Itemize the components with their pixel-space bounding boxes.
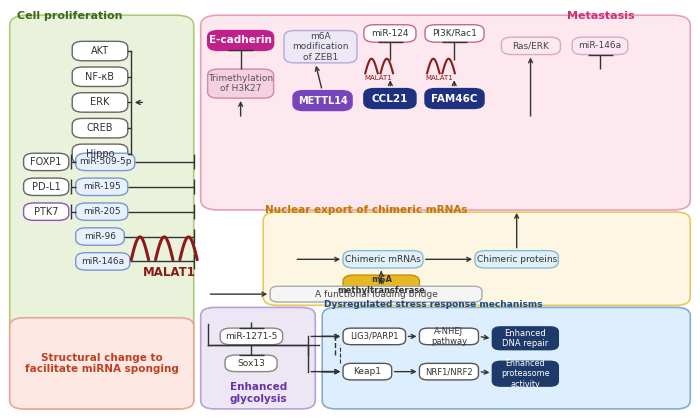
FancyBboxPatch shape xyxy=(322,307,690,409)
Text: NF-κB: NF-κB xyxy=(85,72,115,82)
Text: FAM46C: FAM46C xyxy=(431,94,478,103)
FancyBboxPatch shape xyxy=(284,31,357,63)
FancyBboxPatch shape xyxy=(72,67,128,87)
FancyBboxPatch shape xyxy=(425,25,484,42)
Text: MALAT1: MALAT1 xyxy=(364,75,392,81)
Text: METTL14: METTL14 xyxy=(298,96,347,105)
Text: miR-96: miR-96 xyxy=(84,232,116,241)
Text: Structural change to
facilitate miRNA sponging: Structural change to facilitate miRNA sp… xyxy=(25,352,178,374)
Text: miR-195: miR-195 xyxy=(83,182,120,191)
FancyBboxPatch shape xyxy=(201,15,690,210)
FancyBboxPatch shape xyxy=(572,37,628,55)
Text: m6A
methyltransferase: m6A methyltransferase xyxy=(337,276,425,295)
Text: Enhanced
proteasome
activity: Enhanced proteasome activity xyxy=(501,359,550,389)
Text: miR-146a: miR-146a xyxy=(578,42,622,50)
FancyBboxPatch shape xyxy=(364,25,416,42)
Text: Chimeric mRNAs: Chimeric mRNAs xyxy=(345,255,421,264)
FancyBboxPatch shape xyxy=(201,307,315,409)
FancyBboxPatch shape xyxy=(501,37,561,55)
Text: miR-509-5p: miR-509-5p xyxy=(79,158,132,166)
FancyBboxPatch shape xyxy=(72,144,128,163)
FancyBboxPatch shape xyxy=(419,328,479,345)
FancyBboxPatch shape xyxy=(72,118,128,138)
FancyBboxPatch shape xyxy=(208,31,274,50)
Text: MALAT1: MALAT1 xyxy=(143,266,196,279)
Text: m6A
modification
of ZEB1: m6A modification of ZEB1 xyxy=(292,32,349,62)
Text: MALAT1: MALAT1 xyxy=(426,75,454,81)
Text: Enhanced
glycolysis: Enhanced glycolysis xyxy=(230,382,287,404)
FancyBboxPatch shape xyxy=(343,363,392,380)
Text: Trimethylation
of H3K27: Trimethylation of H3K27 xyxy=(208,74,273,93)
FancyBboxPatch shape xyxy=(72,93,128,112)
FancyBboxPatch shape xyxy=(76,228,125,245)
FancyBboxPatch shape xyxy=(10,318,194,409)
FancyBboxPatch shape xyxy=(263,212,690,305)
FancyBboxPatch shape xyxy=(343,275,419,295)
FancyBboxPatch shape xyxy=(10,15,194,409)
FancyBboxPatch shape xyxy=(293,91,352,110)
FancyBboxPatch shape xyxy=(76,253,130,270)
FancyBboxPatch shape xyxy=(24,203,69,220)
Text: Dysregulated stress response mechanisms: Dysregulated stress response mechanisms xyxy=(323,299,542,309)
FancyBboxPatch shape xyxy=(364,89,416,108)
FancyBboxPatch shape xyxy=(76,203,128,220)
Text: AKT: AKT xyxy=(91,46,109,56)
Text: miR-205: miR-205 xyxy=(83,207,120,216)
Text: A functional loading bridge: A functional loading bridge xyxy=(314,290,438,299)
FancyBboxPatch shape xyxy=(220,328,283,345)
Text: PD-L1: PD-L1 xyxy=(32,182,61,192)
FancyBboxPatch shape xyxy=(475,251,559,268)
Text: Keap1: Keap1 xyxy=(354,367,382,376)
Text: Cell proliferation: Cell proliferation xyxy=(17,11,122,21)
FancyBboxPatch shape xyxy=(419,363,479,380)
FancyBboxPatch shape xyxy=(425,89,484,108)
Text: Enhanced
DNA repair: Enhanced DNA repair xyxy=(502,328,549,348)
FancyBboxPatch shape xyxy=(76,178,128,195)
Text: ERK: ERK xyxy=(90,97,110,108)
Text: LIG3/PARP1: LIG3/PARP1 xyxy=(350,332,398,341)
Text: Hippo: Hippo xyxy=(85,149,114,159)
Text: CREB: CREB xyxy=(87,123,113,133)
Text: NRF1/NRF2: NRF1/NRF2 xyxy=(425,367,472,376)
Text: A-NHEJ
pathway: A-NHEJ pathway xyxy=(431,327,467,346)
FancyBboxPatch shape xyxy=(343,251,423,268)
Text: PI3K/Rac1: PI3K/Rac1 xyxy=(432,29,477,38)
Text: CCL21: CCL21 xyxy=(372,94,408,103)
FancyBboxPatch shape xyxy=(492,361,559,386)
Text: Metastasis: Metastasis xyxy=(567,11,635,21)
FancyBboxPatch shape xyxy=(343,328,405,345)
Text: PTK7: PTK7 xyxy=(34,207,58,217)
FancyBboxPatch shape xyxy=(270,286,482,302)
Text: Chimeric proteins: Chimeric proteins xyxy=(477,255,556,264)
FancyBboxPatch shape xyxy=(24,153,69,171)
Text: miR-1271-5: miR-1271-5 xyxy=(225,332,278,341)
Text: Nuclear export of chimeric mRNAs: Nuclear export of chimeric mRNAs xyxy=(265,205,468,215)
FancyBboxPatch shape xyxy=(72,41,128,61)
Text: Ras/ERK: Ras/ERK xyxy=(512,42,550,50)
Text: miR-124: miR-124 xyxy=(371,29,409,38)
FancyBboxPatch shape xyxy=(208,69,274,98)
FancyBboxPatch shape xyxy=(492,327,559,350)
Text: E-cadherin: E-cadherin xyxy=(209,36,272,45)
FancyBboxPatch shape xyxy=(225,355,277,372)
Text: Sox13: Sox13 xyxy=(237,359,265,368)
Text: FOXP1: FOXP1 xyxy=(31,157,62,167)
FancyBboxPatch shape xyxy=(76,153,134,171)
Text: miR-146a: miR-146a xyxy=(81,257,125,266)
FancyBboxPatch shape xyxy=(24,178,69,195)
